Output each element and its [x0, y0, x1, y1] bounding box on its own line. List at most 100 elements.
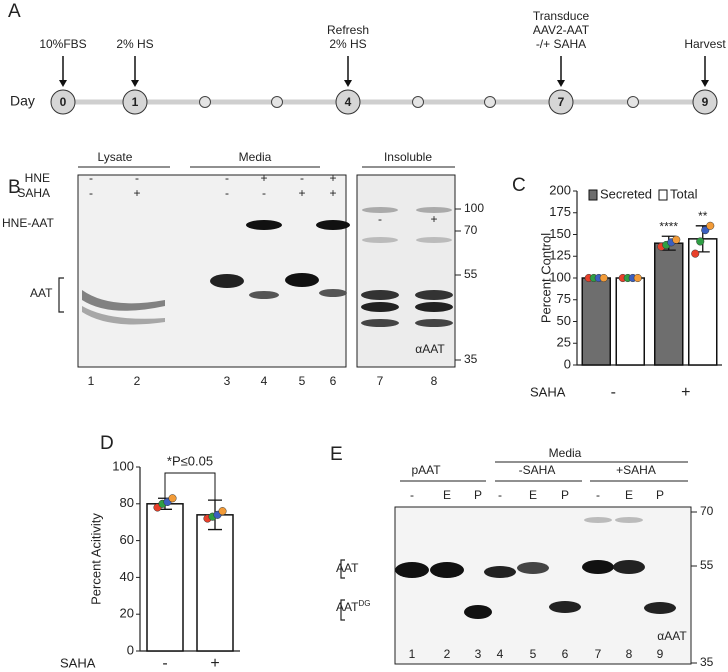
annotation: Harvest [684, 37, 726, 51]
y-tick-label: 40 [120, 569, 134, 584]
lane-number: 3 [224, 374, 231, 388]
annotation: 10%FBS [39, 37, 86, 51]
lane-number: 1 [409, 647, 416, 661]
superscript: DG [358, 599, 370, 608]
y-axis-label: Percent Acitivity [88, 513, 103, 605]
group-label: Media [549, 446, 582, 460]
lane-treatment: P [656, 488, 664, 502]
lane-sign: + [430, 212, 437, 226]
lane-sign: - [262, 186, 266, 200]
x-tick-label: + [681, 384, 690, 401]
blot-e [394, 506, 692, 665]
bar [615, 277, 645, 366]
band-label: HNE-AAT [2, 216, 54, 230]
legend-label: Total [670, 186, 698, 201]
lane-number: 5 [299, 374, 306, 388]
lane-number: 4 [261, 374, 268, 388]
y-tick-label: 150 [549, 226, 571, 241]
day-label: 0 [60, 95, 67, 109]
day-marker [50, 89, 76, 115]
lane-number: 2 [444, 647, 451, 661]
lane-sign: - [225, 186, 229, 200]
y-tick-label: 50 [557, 313, 571, 328]
group-label: -SAHA [519, 463, 556, 477]
significance: **** [659, 219, 678, 233]
annotation: 2% HS [116, 37, 153, 51]
blot-b-media [77, 174, 347, 368]
blot-e-bands [395, 517, 676, 619]
row-label: SAHA [17, 186, 50, 200]
lane-number: 8 [626, 647, 633, 661]
data-point [218, 507, 227, 516]
arrow-head [557, 80, 565, 87]
arrow-head [344, 80, 352, 87]
lane-number: 3 [475, 647, 482, 661]
lane-sign: - [378, 212, 382, 226]
group-label: Media [239, 150, 272, 164]
panel-label: E [330, 444, 343, 465]
bracket [58, 277, 64, 313]
lane-number: 7 [595, 647, 602, 661]
group-label: Lysate [98, 150, 133, 164]
annotation: *P≤0.05 [167, 453, 213, 468]
x-tick-label: - [611, 384, 616, 401]
row-label: HNE [25, 171, 50, 185]
lane-sign: + [329, 186, 336, 200]
panel-label: B [8, 177, 21, 198]
lane-treatment: - [498, 488, 502, 502]
arrow-head [59, 80, 67, 87]
data-point [168, 494, 177, 503]
y-tick-label: 100 [112, 458, 134, 473]
day-marker [548, 89, 574, 115]
lane-sign: + [133, 186, 140, 200]
lane-number: 5 [530, 647, 537, 661]
bar [581, 277, 611, 366]
bar [688, 238, 718, 366]
marker-label: 100 [464, 201, 484, 215]
band-label: AAT [336, 561, 359, 575]
panel-label: C [512, 175, 526, 196]
day-label: 4 [345, 95, 352, 109]
marker-label: 70 [700, 504, 714, 518]
x-axis-label: SAHA [60, 655, 96, 670]
data-point [691, 249, 700, 258]
lane-number: 9 [657, 647, 664, 661]
lane-sign: - [225, 171, 229, 185]
lane-number: 1 [88, 374, 95, 388]
lane-sign: - [89, 171, 93, 185]
label-text: AAT [336, 600, 359, 614]
marker-label: 55 [700, 558, 714, 572]
antibody-label: αAAT [657, 629, 687, 643]
y-tick-label: 100 [549, 269, 571, 284]
arrow-head [701, 80, 709, 87]
x-tick-label: - [162, 655, 167, 672]
day-marker [122, 89, 148, 115]
marker-label: 55 [464, 267, 478, 281]
panel-label: A [8, 1, 21, 22]
x-axis-label: SAHA [530, 384, 566, 399]
significance-bracket [164, 472, 216, 501]
annotation: AAV2-AAT [533, 23, 590, 37]
blot-b-insoluble [356, 174, 456, 368]
data-point [672, 235, 681, 244]
antibody-label: αAAT [415, 342, 445, 356]
day-label: 7 [558, 95, 565, 109]
lane-number: 4 [497, 647, 504, 661]
lane-number: 6 [562, 647, 569, 661]
significance: ** [698, 209, 708, 223]
panel-label: D [100, 433, 114, 454]
marker-label: 70 [464, 223, 478, 237]
legend-swatch [588, 189, 598, 201]
group-lines [400, 461, 688, 482]
data-point [633, 273, 642, 283]
y-tick-label: 175 [549, 204, 571, 219]
lane-sign: + [329, 171, 336, 185]
annotation: 2% HS [329, 37, 366, 51]
x-tick-label: + [210, 655, 219, 672]
group-label: +SAHA [616, 463, 656, 477]
axis-label: Day [10, 93, 35, 109]
annotation: Transduce [533, 9, 590, 23]
legend-swatch [658, 189, 668, 201]
lane-treatment: P [561, 488, 569, 502]
